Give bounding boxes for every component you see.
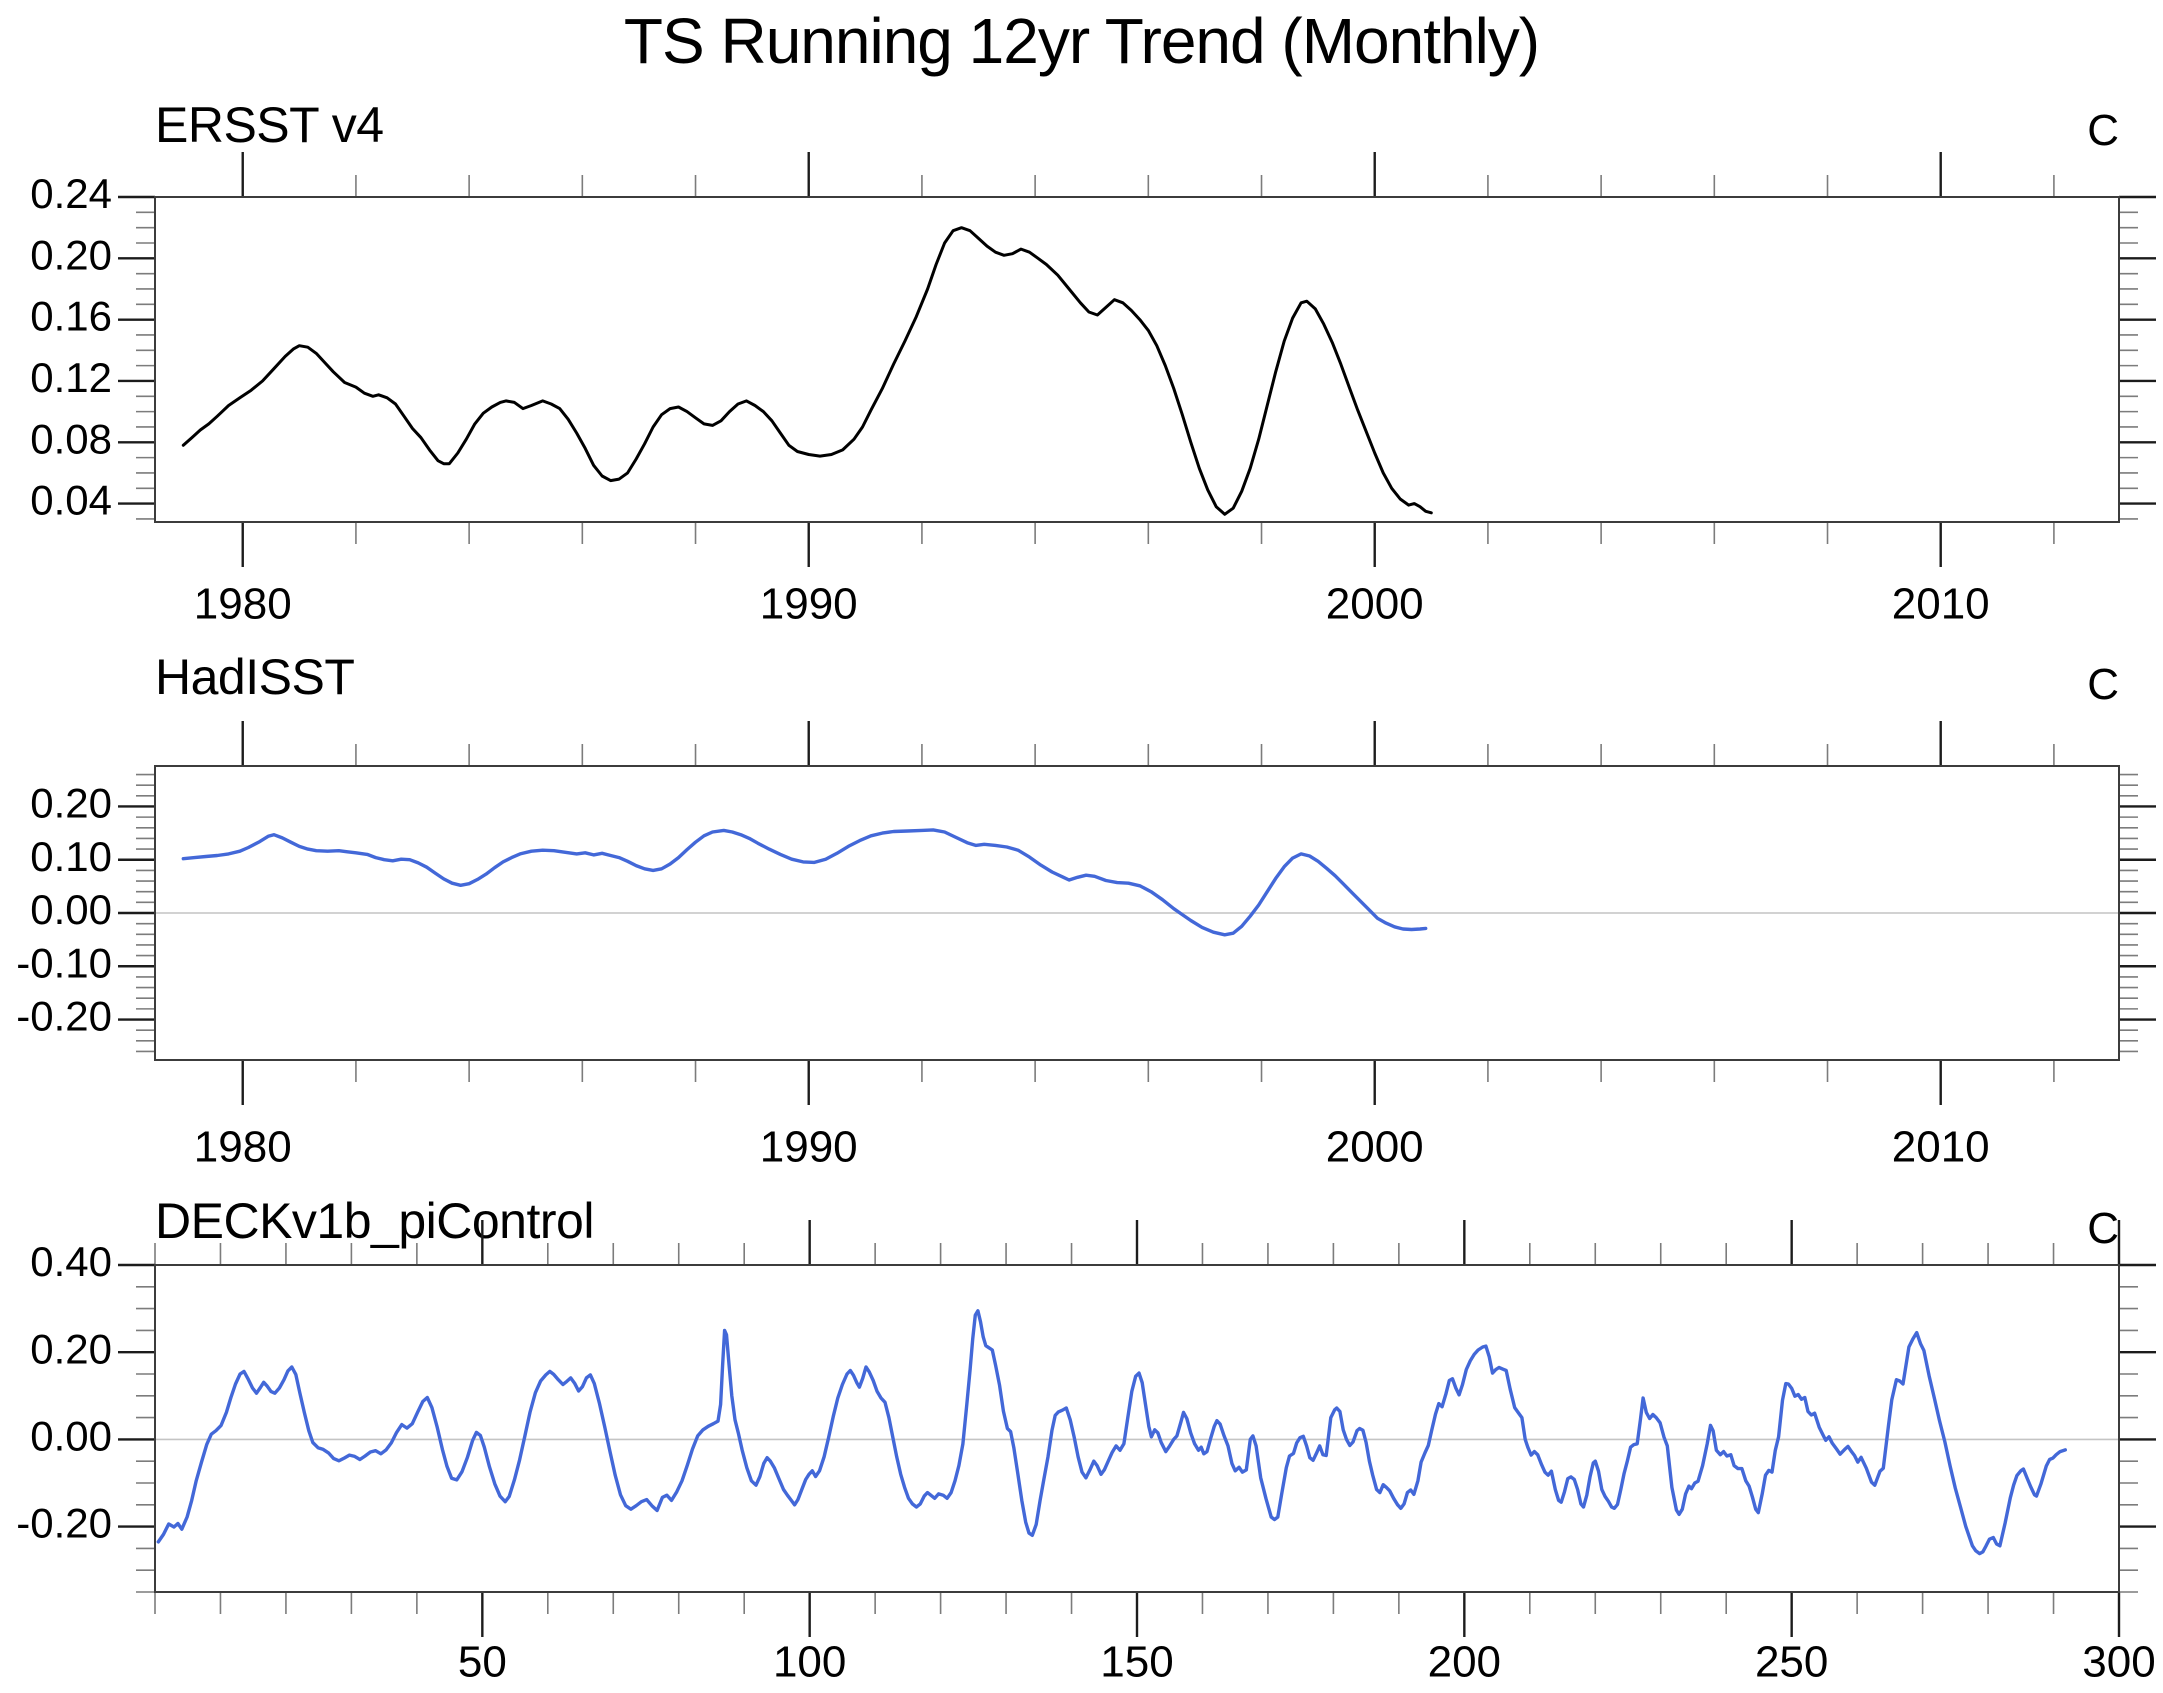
panel-frame xyxy=(154,196,2120,523)
y-tick-label: -0.10 xyxy=(16,939,112,986)
panel-1-title: ERSST v4 xyxy=(155,97,384,153)
y-tick-label: 0.20 xyxy=(30,231,112,278)
panel-1: 1980 1990 2000 2010 0.04 0.08 0.12 0.16 0.20 0.24 xyxy=(30,152,2156,629)
x-tick-label: 50 xyxy=(458,1638,507,1687)
x-tick-label: 1980 xyxy=(194,1123,292,1172)
x-tick-label: 150 xyxy=(1100,1638,1173,1687)
x-tick-label: 2010 xyxy=(1892,1123,1990,1172)
panel-1-unit-label: C xyxy=(2087,106,2119,155)
y-tick-label: 0.00 xyxy=(30,1412,112,1459)
y-tick-label: 0.00 xyxy=(30,886,112,933)
panel-2-title: HadISST xyxy=(155,649,355,705)
x-tick-label: 2000 xyxy=(1326,1123,1424,1172)
x-tick-label: 2000 xyxy=(1326,580,1424,629)
panel-3-title: DECKv1b_piControl xyxy=(155,1193,594,1249)
panel-2: 1980 1990 2000 2010 -0.20 -0.10 0.00 0.10 0.20 xyxy=(16,721,2156,1172)
y-tick-label: 0.20 xyxy=(30,780,112,827)
y-tick-label: 0.04 xyxy=(30,477,112,524)
y-tick-label: 0.40 xyxy=(30,1238,112,1285)
series-line-hadisst xyxy=(181,828,1428,937)
y-tick-label: 0.20 xyxy=(30,1325,112,1372)
panel-2-unit-label: C xyxy=(2087,660,2119,709)
y-tick-label: -0.20 xyxy=(16,993,112,1040)
x-tick-label: 1990 xyxy=(760,580,858,629)
panel-frame xyxy=(154,1264,2120,1593)
y-tick-label: 0.24 xyxy=(30,170,112,217)
chart-title: TS Running 12yr Trend (Monthly) xyxy=(623,5,1540,77)
series-line-ersst-v4 xyxy=(181,226,1433,516)
x-tick-label: 1980 xyxy=(194,580,292,629)
y-tick-label: 0.12 xyxy=(30,354,112,401)
y-tick-label: 0.08 xyxy=(30,415,112,462)
series-line-deckv1b-picontrol xyxy=(156,1309,2067,1556)
panel-3-unit-label: C xyxy=(2087,1204,2119,1253)
y-tick-label: 0.10 xyxy=(30,833,112,880)
panel-3: 50 100 150 200 250 300 -0.20 0.00 0.20 0.40 xyxy=(16,1220,2156,1687)
x-tick-label: 200 xyxy=(1428,1638,1501,1687)
x-tick-label: 300 xyxy=(2082,1638,2155,1687)
y-tick-label: -0.20 xyxy=(16,1500,112,1547)
x-tick-label: 1990 xyxy=(760,1123,858,1172)
x-tick-label: 2010 xyxy=(1892,580,1990,629)
y-tick-label: 0.16 xyxy=(30,293,112,340)
x-tick-label: 250 xyxy=(1755,1638,1828,1687)
panel-frame xyxy=(154,765,2120,1061)
x-tick-label: 100 xyxy=(773,1638,846,1687)
